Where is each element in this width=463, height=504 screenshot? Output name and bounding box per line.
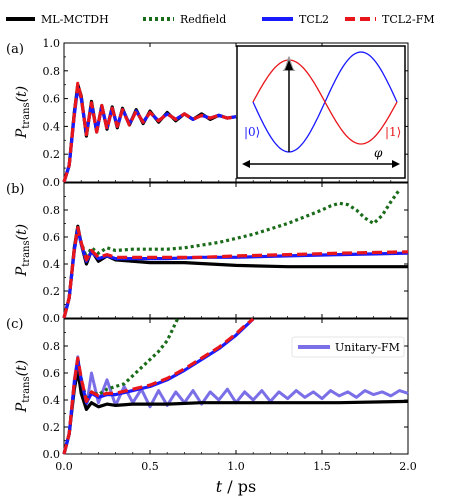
panel-c-series (62, 317, 409, 455)
series-ml-mctdh-c (62, 368, 409, 455)
panel-b-label: (b) (6, 182, 24, 197)
legend: ML-MCTDH Redfield TCL2 TCL2-FM (6, 13, 435, 26)
y-tick-label-c: 0.0 (43, 448, 61, 461)
panel-a-label: (a) (6, 42, 24, 57)
inset-arrow-head (285, 60, 293, 70)
y-tick-label-b: 0.0 (43, 312, 61, 325)
legend-label-unitary-fm: Unitary-FM (335, 341, 400, 354)
y-tick-label-a: 1.0 (43, 37, 61, 50)
panel-c-label: (c) (6, 317, 23, 332)
y-tick-label-b: 0.8 (43, 204, 61, 217)
y-tick-label-b: 0.2 (43, 285, 61, 298)
y-tick-label-b: 0.4 (43, 258, 61, 271)
panel-b-series (62, 188, 409, 319)
x-tick-label: 0.0 (55, 460, 73, 473)
inset-phi-arrow-right (392, 160, 400, 168)
x-axis-label: t / ps (216, 477, 256, 496)
y-tick-label-a: 0.8 (43, 65, 61, 78)
y-tick-label-a: 0.0 (43, 176, 61, 189)
legend-label-tcl2: TCL2 (299, 13, 329, 26)
y-tick-label-c: 0.4 (43, 394, 61, 407)
series-tcl2-fm-a (62, 81, 237, 183)
inset-red-curve (252, 59, 398, 145)
inset-diagram: |0⟩ |1⟩ φ (236, 45, 406, 179)
y-tick-label-c: 0.8 (43, 340, 61, 353)
series-tcl2-fm-b (62, 226, 409, 319)
x-tick-label: 0.5 (141, 460, 159, 473)
panel-a-series (62, 81, 237, 183)
y-axis-label-a: Ptrans(t) (14, 86, 32, 139)
inset-ket0: |0⟩ (244, 125, 260, 139)
y-tick-label-a: 0.4 (43, 120, 61, 133)
inset-ket1: |1⟩ (385, 125, 401, 139)
unitary-fm-legend: Unitary-FM (291, 336, 405, 358)
series-ml-mctdh-a (62, 83, 237, 183)
y-axis-label-c: Ptrans(t) (14, 360, 32, 413)
inset-phi-label: φ (374, 146, 383, 160)
y-tick-label-a: 0.2 (43, 148, 61, 161)
inset-phi-arrow-left (242, 160, 250, 168)
series-ml-mctdh-b (62, 224, 408, 319)
series-tcl2-fm-c (62, 317, 255, 455)
axis-ticks: 0.0 0.2 0.4 0.6 0.8 1.0 0.0 0.2 0.4 0.6 0.8 0.0 0.2 0… (43, 37, 417, 473)
series-tcl2-c (62, 317, 255, 455)
y-tick-label-c: 0.2 (43, 421, 61, 434)
y-tick-label-a: 0.6 (43, 93, 61, 106)
legend-label-tcl2-fm: TCL2-FM (382, 13, 435, 26)
series-unitary-fm-c (62, 355, 409, 455)
y-tick-label-c: 0.6 (43, 367, 61, 380)
x-tick-label: 1.0 (227, 460, 245, 473)
y-tick-label-b: 0.6 (43, 231, 61, 244)
y-axis-label-b: Ptrans(t) (14, 224, 32, 277)
series-tcl2-b (62, 227, 409, 319)
x-tick-label: 2.0 (399, 460, 417, 473)
legend-label-redfield: Redfield (180, 13, 226, 26)
x-tick-label: 1.5 (313, 460, 331, 473)
series-tcl2-a (62, 85, 237, 183)
legend-label-ml-mctdh: ML-MCTDH (41, 13, 109, 26)
